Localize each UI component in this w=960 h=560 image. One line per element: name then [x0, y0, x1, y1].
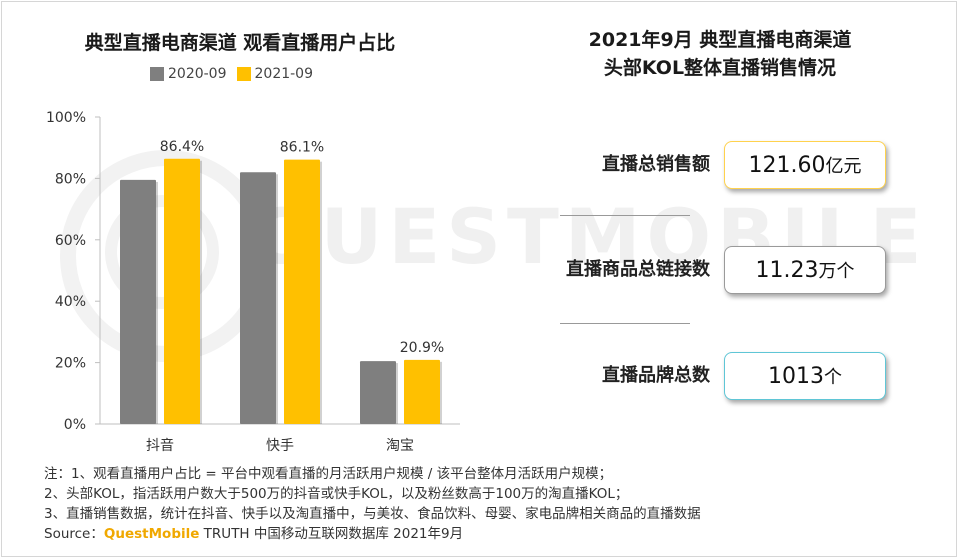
legend-item-2020: 2020-09 [150, 66, 227, 82]
x-tick-label: 抖音 [146, 437, 174, 454]
metric-total-sales: 直播总销售额 121.60 亿元 [520, 139, 900, 191]
x-tick-label: 快手 [266, 438, 294, 454]
divider-2 [560, 323, 690, 324]
footnote-1: 注：1、观看直播用户占比 = 平台中观看直播的月活跃用户规模 / 该平台整体月活… [44, 466, 613, 482]
bar-chart: 0% 20% 40% 60% 80% 100% 86.4% 抖音 86.1% 快手 20.9% 淘宝 [46, 110, 460, 454]
bar-2020-09-淘宝 [360, 361, 396, 424]
metric-total-brands: 直播品牌总数 1013 个 [520, 350, 900, 402]
bar-2020-09-快手 [240, 172, 276, 424]
metric-total-sales-label: 直播总销售额 [602, 154, 710, 175]
y-tick-label: 60% [55, 233, 86, 249]
footnote-2: 2、头部KOL，指活跃用户数大于500万的抖音或快手KOL，以及粉丝数高于100… [44, 486, 629, 502]
legend-swatch-2021 [236, 67, 251, 81]
metric-total-brands-value: 1013 [768, 363, 824, 389]
bar-2021-09-淘宝 [404, 359, 440, 424]
y-tick-label: 100% [46, 110, 86, 126]
summary-title: 2021年9月 典型直播电商渠道 头部KOL整体直播销售情况 [500, 26, 940, 82]
source-prefix: Source： [44, 526, 104, 542]
chart-title: 典型直播电商渠道 观看直播用户占比 [84, 32, 396, 54]
metric-total-links-box: 11.23 万个 [724, 246, 886, 294]
metric-total-links-unit: 万个 [818, 261, 855, 282]
summary-title-line-1: 2021年9月 典型直播电商渠道 [588, 29, 852, 51]
source-line: Source：QuestMobile TRUTH 中国移动互联网数据库 2021… [44, 524, 701, 544]
source-suffix: TRUTH 中国移动互联网数据库 2021年9月 [199, 526, 464, 542]
divider-1 [560, 215, 690, 216]
x-tick-label: 淘宝 [386, 438, 414, 454]
y-tick-label: 20% [55, 356, 86, 372]
y-tick-label: 0% [64, 417, 86, 433]
chart-legend: 2020-09 2021-09 [150, 66, 313, 82]
metric-total-brands-box: 1013 个 [724, 352, 886, 400]
legend-item-2021: 2021-09 [236, 66, 314, 82]
bar-2020-09-抖音 [120, 179, 156, 424]
source-brand: QuestMobile [103, 526, 200, 542]
data-label: 20.9% [400, 340, 444, 356]
footnotes: 注：1、观看直播用户占比 = 平台中观看直播的月活跃用户规模 / 该平台整体月活… [44, 464, 701, 544]
bar-2021-09-抖音 [164, 158, 200, 424]
metric-total-links-label: 直播商品总链接数 [566, 259, 710, 280]
y-tick-label: 40% [55, 294, 86, 310]
footnote-3: 3、直播销售数据，统计在抖音、快手以及淘直播中，与美妆、食品饮料、母婴、家电品牌… [44, 506, 701, 522]
metric-total-brands-label: 直播品牌总数 [602, 365, 710, 386]
y-tick-label: 80% [55, 171, 86, 187]
data-label: 86.1% [280, 140, 324, 156]
legend-swatch-2020 [150, 67, 164, 81]
metric-total-sales-value: 121.60 [748, 152, 826, 178]
legend-label-2021: 2021-09 [254, 66, 314, 82]
data-label: 86.4% [160, 139, 204, 155]
metric-total-sales-box: 121.60 亿元 [724, 141, 886, 189]
bar-2021-09-快手 [284, 159, 320, 424]
summary-title-line-2: 头部KOL整体直播销售情况 [603, 57, 837, 79]
metric-total-brands-unit: 个 [824, 367, 842, 388]
metric-total-links-value: 11.23 [755, 257, 819, 283]
metric-total-links: 直播商品总链接数 11.23 万个 [520, 244, 900, 296]
metric-total-sales-unit: 亿元 [825, 156, 862, 177]
legend-label-2020: 2020-09 [168, 66, 227, 82]
